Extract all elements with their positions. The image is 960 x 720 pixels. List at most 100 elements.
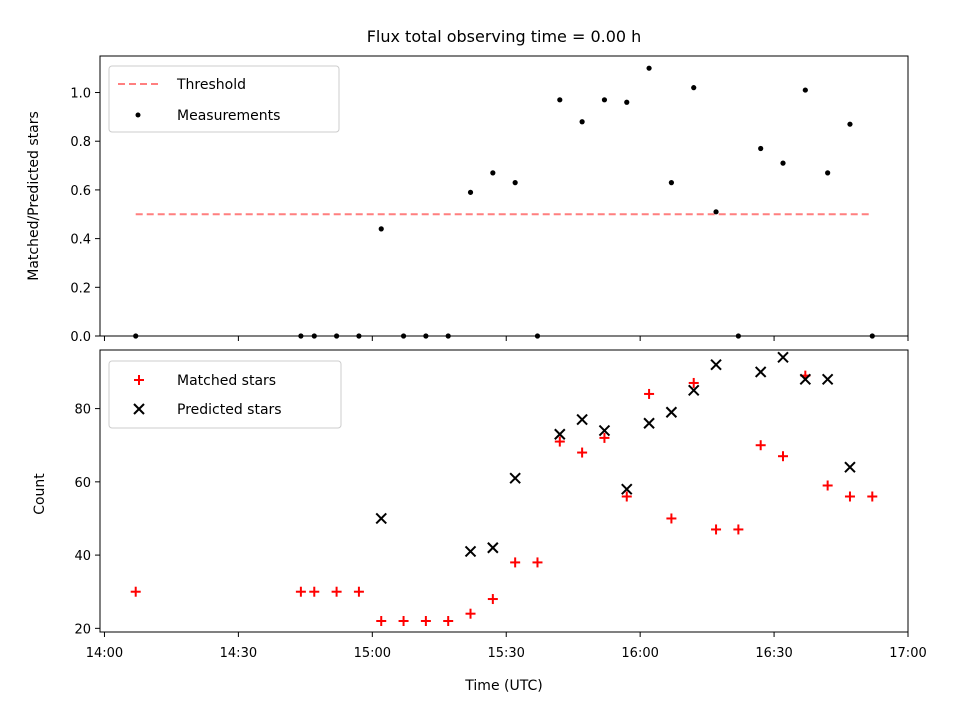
xtick-label: 15:00: [354, 646, 391, 661]
predicted-star-point: [576, 413, 588, 426]
top-axes-ticks: 0.0 0.2 0.4 0.6 0.8 1.0: [70, 87, 909, 345]
matched-star-point: [532, 557, 543, 568]
measurement-point: [467, 189, 474, 195]
measurement-point: [825, 170, 831, 176]
bottom-legend: Matched stars Predicted stars: [108, 360, 342, 429]
measurement-point: [646, 65, 652, 71]
predicted-star-point: [598, 424, 611, 437]
predicted-star-point: [554, 428, 566, 440]
top-ytick-label: 0.0: [70, 330, 91, 345]
predicted-star-point: [710, 358, 722, 371]
matched-star-point: [711, 524, 722, 535]
xtick-label: 16:30: [755, 646, 792, 661]
predicted-star-point: [487, 542, 499, 554]
top-legend-box: [108, 65, 340, 133]
matched-star-point: [510, 557, 521, 568]
predicted-star-point: [844, 461, 856, 473]
legend-predicted-swatch: [133, 403, 145, 415]
top-axes-frame: [99, 55, 909, 337]
bottom-ytick-label: 40: [74, 549, 91, 564]
matched-star-point: [130, 586, 141, 597]
matched-star-point: [295, 586, 306, 597]
matched-star-point: [487, 594, 498, 605]
matched-star-point: [577, 447, 588, 458]
predicted-star-point: [509, 472, 521, 484]
top-ytick-label: 0.6: [70, 184, 91, 199]
measurement-point: [579, 119, 585, 125]
measurement-point: [691, 85, 697, 91]
measurement-point: [713, 209, 719, 215]
measurement-point: [780, 160, 786, 166]
measurement-point: [490, 170, 496, 176]
legend-matched-swatch: [134, 375, 144, 385]
matched-star-point: [554, 436, 565, 447]
bottom-ytick-label: 80: [74, 403, 91, 418]
legend-threshold-label: Threshold: [176, 77, 246, 93]
predicted-star-point: [821, 373, 834, 386]
predicted-star-point: [375, 512, 387, 525]
xtick-label: 14:30: [220, 646, 257, 661]
matched-star-point: [309, 586, 320, 597]
top-ytick-label: 0.4: [70, 233, 91, 248]
matched-star-point: [755, 440, 766, 451]
matched-star-point: [353, 586, 364, 597]
measurement-point: [624, 99, 630, 105]
measurement-point: [378, 226, 384, 232]
bottom-legend-box: [108, 360, 342, 429]
top-ytick-label: 1.0: [70, 87, 91, 102]
predicted-star-point: [777, 351, 789, 364]
xtick-label: 17:00: [889, 646, 926, 661]
measurement-point: [601, 97, 608, 103]
measurement-point: [512, 180, 518, 186]
matched-star-point: [666, 513, 677, 524]
legend-matched-label: Matched stars: [177, 373, 276, 389]
bottom-ylabel: Count: [32, 473, 48, 515]
bottom-xlabel: Time (UTC): [464, 678, 542, 694]
measurement-point: [758, 145, 764, 152]
matched-star-point: [398, 616, 409, 627]
xtick-label: 16:00: [621, 646, 658, 661]
matched-star-point: [376, 616, 387, 627]
measurement-point: [802, 87, 808, 93]
predicted-star-point: [643, 417, 655, 429]
bottom-plot-area: [130, 351, 878, 627]
predicted-star-point: [799, 373, 812, 386]
bottom-axes-ticks: 14:00 14:30 15:00 15:30 16:00 16:30 17:00 20 40 6…: [74, 403, 926, 661]
top-ytick-label: 0.2: [70, 281, 91, 296]
top-ylabel: Matched/Predicted stars: [26, 111, 42, 281]
matched-star-point: [867, 491, 878, 502]
legend-measurements-swatch: [135, 112, 141, 118]
matched-star-point: [822, 480, 833, 491]
measurement-point: [847, 121, 853, 127]
legend-predicted-label: Predicted stars: [177, 402, 282, 418]
bottom-panel: 14:00 14:30 15:00 15:30 16:00 16:30 17:00 20 40 6…: [32, 349, 927, 694]
matched-star-point: [599, 432, 610, 443]
matched-star-point: [420, 616, 431, 627]
matched-star-point: [844, 491, 855, 502]
legend-measurements-label: Measurements: [177, 108, 280, 124]
top-legend: Threshold Measurements: [108, 65, 340, 133]
top-ytick-label: 0.8: [70, 135, 91, 150]
matched-star-point: [465, 608, 476, 619]
xtick-label: 14:00: [86, 646, 123, 661]
xtick-label: 15:30: [487, 646, 524, 661]
matched-star-point: [443, 616, 454, 627]
top-panel: 0.0 0.2 0.4 0.6 0.8 1.0 Matched/Predicted sta…: [26, 55, 909, 345]
bottom-ytick-label: 20: [74, 622, 91, 637]
predicted-star-point: [688, 384, 700, 396]
matched-star-point: [778, 451, 789, 462]
bottom-axes-frame: [99, 349, 909, 633]
predicted-star-point: [754, 366, 767, 378]
predicted-star-point: [464, 545, 477, 558]
matched-star-point: [733, 524, 744, 535]
matched-star-point: [621, 491, 632, 502]
bottom-ytick-label: 60: [74, 476, 91, 491]
chart-title: Flux total observing time = 0.00 h: [367, 27, 642, 46]
predicted-star-point: [665, 406, 678, 418]
measurement-point: [557, 97, 563, 103]
matched-star-point: [688, 377, 699, 388]
matched-star-point: [331, 586, 342, 597]
predicted-star-point: [621, 483, 633, 495]
matched-star-point: [644, 388, 655, 399]
